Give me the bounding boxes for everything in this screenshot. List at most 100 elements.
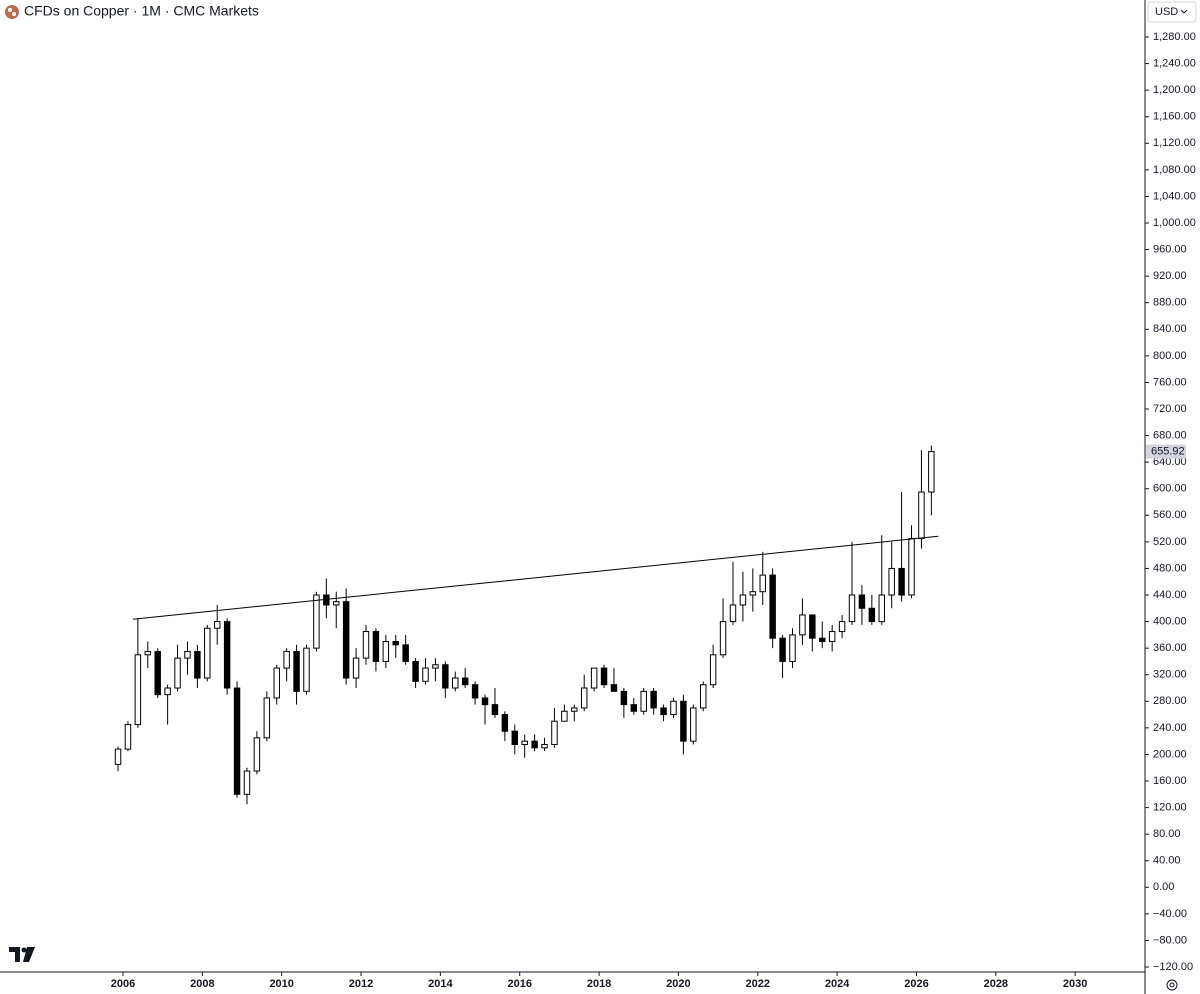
candle-body bbox=[680, 700, 687, 742]
candle-body bbox=[442, 664, 449, 689]
candle-body bbox=[521, 740, 528, 745]
candle-body bbox=[600, 667, 608, 686]
x-tick-label: 2010 bbox=[269, 978, 293, 990]
candle-body bbox=[213, 621, 221, 629]
candle-body bbox=[233, 687, 241, 795]
dropdown-chevron[interactable] bbox=[1180, 9, 1188, 14]
candle-body bbox=[382, 641, 390, 662]
candle-body bbox=[164, 687, 171, 696]
symbol-icon-dot bbox=[8, 8, 12, 12]
candle-body bbox=[799, 614, 806, 636]
candle-body bbox=[511, 730, 519, 745]
y-tick-label: −40.00 bbox=[1153, 908, 1187, 920]
x-tick-label: 2018 bbox=[587, 978, 611, 990]
y-tick-label: 1,040.00 bbox=[1153, 190, 1196, 202]
candle-body bbox=[898, 567, 905, 596]
candle-body bbox=[303, 647, 310, 692]
y-tick-label: 40.00 bbox=[1153, 855, 1181, 867]
candle-body bbox=[144, 650, 152, 656]
candle-body bbox=[908, 538, 915, 596]
y-tick-label: 1,160.00 bbox=[1153, 111, 1196, 123]
candle-body bbox=[372, 631, 380, 662]
candle-body bbox=[283, 650, 290, 669]
candle-body bbox=[571, 707, 578, 712]
candle-body bbox=[719, 621, 727, 656]
y-tick-label: 1,280.00 bbox=[1153, 31, 1196, 43]
candle-body bbox=[253, 737, 261, 772]
y-tick-label: 160.00 bbox=[1153, 775, 1187, 787]
settings-button[interactable] bbox=[1166, 979, 1178, 991]
candle-body bbox=[124, 724, 132, 750]
y-tick-label: 200.00 bbox=[1153, 748, 1187, 760]
candle-body bbox=[690, 707, 697, 742]
y-tick-label: 520.00 bbox=[1153, 536, 1187, 548]
candle-body bbox=[749, 591, 757, 596]
candle-body bbox=[590, 667, 598, 689]
candle-body bbox=[333, 601, 340, 606]
candle-body bbox=[828, 631, 836, 643]
candle-body bbox=[223, 621, 231, 689]
symbol-icon-dot bbox=[12, 12, 16, 16]
candle-body bbox=[670, 700, 677, 716]
y-tick-label: 1,120.00 bbox=[1153, 137, 1196, 149]
y-tick-label: 1,240.00 bbox=[1153, 57, 1196, 69]
candle-body bbox=[709, 654, 717, 686]
candle-body bbox=[699, 684, 707, 709]
candle-body bbox=[660, 707, 667, 716]
candle-body bbox=[541, 743, 548, 749]
candle-body bbox=[184, 650, 191, 659]
y-tick-label: 760.00 bbox=[1153, 376, 1187, 388]
x-tick-label: 2008 bbox=[190, 978, 214, 990]
candle-body bbox=[551, 720, 558, 745]
settings-button-inner[interactable] bbox=[1169, 982, 1175, 988]
y-tick-label: 0.00 bbox=[1153, 881, 1174, 893]
currency-label[interactable]: USD bbox=[1155, 6, 1178, 18]
trendline bbox=[132, 535, 939, 620]
x-tick-label: 2022 bbox=[746, 978, 770, 990]
candle-body bbox=[263, 697, 271, 739]
candle-body bbox=[858, 594, 866, 609]
candle-body bbox=[114, 748, 122, 765]
candle-body bbox=[392, 641, 399, 646]
candle-body bbox=[789, 634, 796, 662]
y-tick-label: 120.00 bbox=[1153, 801, 1187, 813]
last-price-badge bbox=[1146, 444, 1186, 459]
currency-dropdown[interactable] bbox=[1147, 1, 1197, 23]
candle-body bbox=[918, 491, 925, 540]
candle-body bbox=[342, 601, 350, 679]
x-tick-label: 2014 bbox=[428, 978, 453, 990]
x-tick-label: 2030 bbox=[1063, 978, 1087, 990]
candle-body bbox=[491, 704, 499, 716]
x-tick-label: 2020 bbox=[666, 978, 690, 990]
candle-body bbox=[779, 637, 786, 662]
x-tick-label: 2016 bbox=[507, 978, 531, 990]
candle-body bbox=[531, 740, 538, 749]
chart-title: CFDs on Copper · 1M · CMC Markets bbox=[24, 3, 259, 19]
candle-body bbox=[422, 667, 429, 682]
y-tick-label: 360.00 bbox=[1153, 642, 1187, 654]
candle-body bbox=[134, 654, 142, 726]
candle-body bbox=[352, 657, 360, 679]
candle-body bbox=[650, 690, 657, 709]
candle-body bbox=[838, 621, 846, 633]
y-tick-label: 240.00 bbox=[1153, 722, 1187, 734]
symbol-icon bbox=[5, 5, 19, 19]
candle-body bbox=[501, 714, 509, 732]
y-tick-label: 320.00 bbox=[1153, 669, 1187, 681]
y-tick-label: 480.00 bbox=[1153, 562, 1187, 574]
candle-body bbox=[452, 677, 459, 689]
candle-body bbox=[610, 684, 618, 692]
candle-body bbox=[154, 650, 161, 696]
x-tick-label: 2006 bbox=[111, 978, 135, 990]
x-tick-label: 2024 bbox=[825, 978, 850, 990]
y-tick-label: 840.00 bbox=[1153, 323, 1187, 335]
y-tick-label: 800.00 bbox=[1153, 350, 1187, 362]
candle-body bbox=[640, 690, 647, 712]
candle-body bbox=[769, 574, 776, 639]
candle-body bbox=[313, 594, 320, 649]
x-tick-label: 2012 bbox=[349, 978, 373, 990]
candle-body bbox=[243, 770, 251, 795]
candle-body bbox=[809, 614, 816, 639]
